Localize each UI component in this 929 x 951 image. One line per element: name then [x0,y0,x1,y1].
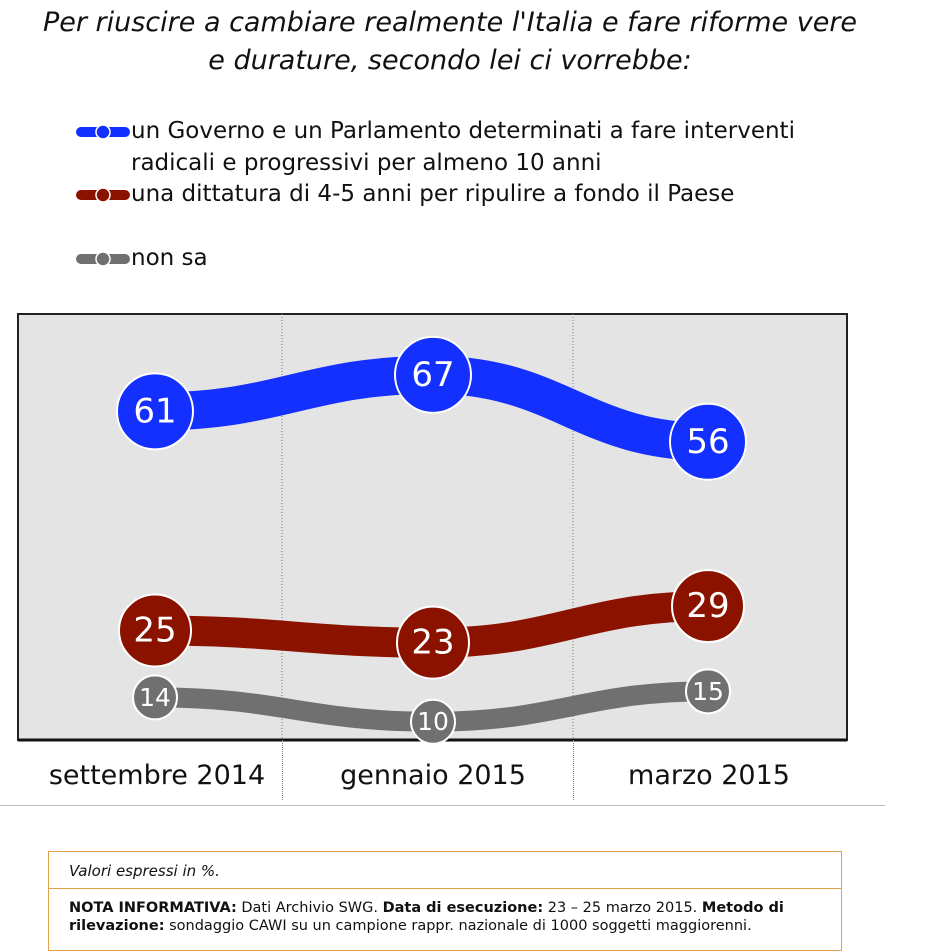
data-point-governo-2 [669,402,747,481]
legend-item-governo: un Governo e un Parlamento determinati a… [75,115,795,179]
data-label-non-sa-1: 10 [417,707,449,736]
notes-box: Valori espressi in %. NOTA INFORMATIVA: … [48,851,842,951]
data-point-dittatura-1 [396,605,470,680]
info-source: Dati Archivio SWG. [241,900,378,916]
legend-swatch-dittatura [76,187,130,203]
data-label-governo-0: 61 [133,391,176,431]
legend-label-governo-line2: radicali e progressivi per almeno 10 ann… [131,150,602,176]
legend-label-governo-line1: un Governo e un Parlamento determinati a… [131,118,795,144]
data-point-dittatura-2 [671,569,745,644]
date-label: Data di esecuzione: [382,900,544,916]
divider-line [0,805,885,806]
data-point-non-sa-0 [132,674,178,721]
legend-item-dittatura: una dittatura di 4-5 anni per ripulire a… [75,178,734,210]
legend-item-non-sa: non sa [75,242,208,274]
data-point-non-sa-2 [685,668,731,715]
units-note: Valori espressi in %. [49,852,841,889]
legend-label-non-sa: non sa [131,245,208,271]
data-label-non-sa-2: 15 [692,677,724,706]
line-chart: 61 67 56 25 23 29 14 10 15 [17,313,848,745]
date-value: 23 – 25 marzo 2015. [547,900,698,916]
x-tick-label-settembre-2014: settembre 2014 [48,760,266,791]
legend-swatch-non-sa [76,251,130,267]
x-tick-label-gennaio-2015: gennaio 2015 [340,760,526,791]
x-tick-label-marzo-2015: marzo 2015 [628,760,790,791]
data-point-non-sa-1 [410,698,456,745]
data-point-governo-0 [116,372,194,451]
data-label-governo-1: 67 [411,355,454,395]
legend-label-dittatura: una dittatura di 4-5 anni per ripulire a… [131,181,735,207]
data-label-dittatura-0: 25 [133,610,176,650]
info-note: NOTA INFORMATIVA: Dati Archivio SWG. Dat… [49,889,841,945]
data-label-dittatura-1: 23 [411,623,454,663]
data-label-non-sa-0: 14 [139,683,171,712]
data-label-governo-2: 56 [686,422,729,462]
info-label: NOTA INFORMATIVA: [69,900,237,916]
method-value: sondaggio CAWI su un campione rappr. naz… [169,918,752,934]
chart-title-line2: e durature, secondo lei ci vorrebbe: [208,45,692,76]
data-point-dittatura-0 [118,593,192,668]
method-label: Metodo di rilevazione: [69,900,784,934]
data-label-dittatura-2: 29 [686,586,729,626]
legend-swatch-governo [76,124,130,140]
category-divider-lower-1 [282,740,283,800]
category-divider-lower-2 [573,740,574,800]
chart-title: Per riuscire a cambiare realmente l'Ital… [30,4,870,80]
data-point-governo-1 [394,335,472,414]
chart-title-line1: Per riuscire a cambiare realmente l'Ital… [42,7,858,38]
